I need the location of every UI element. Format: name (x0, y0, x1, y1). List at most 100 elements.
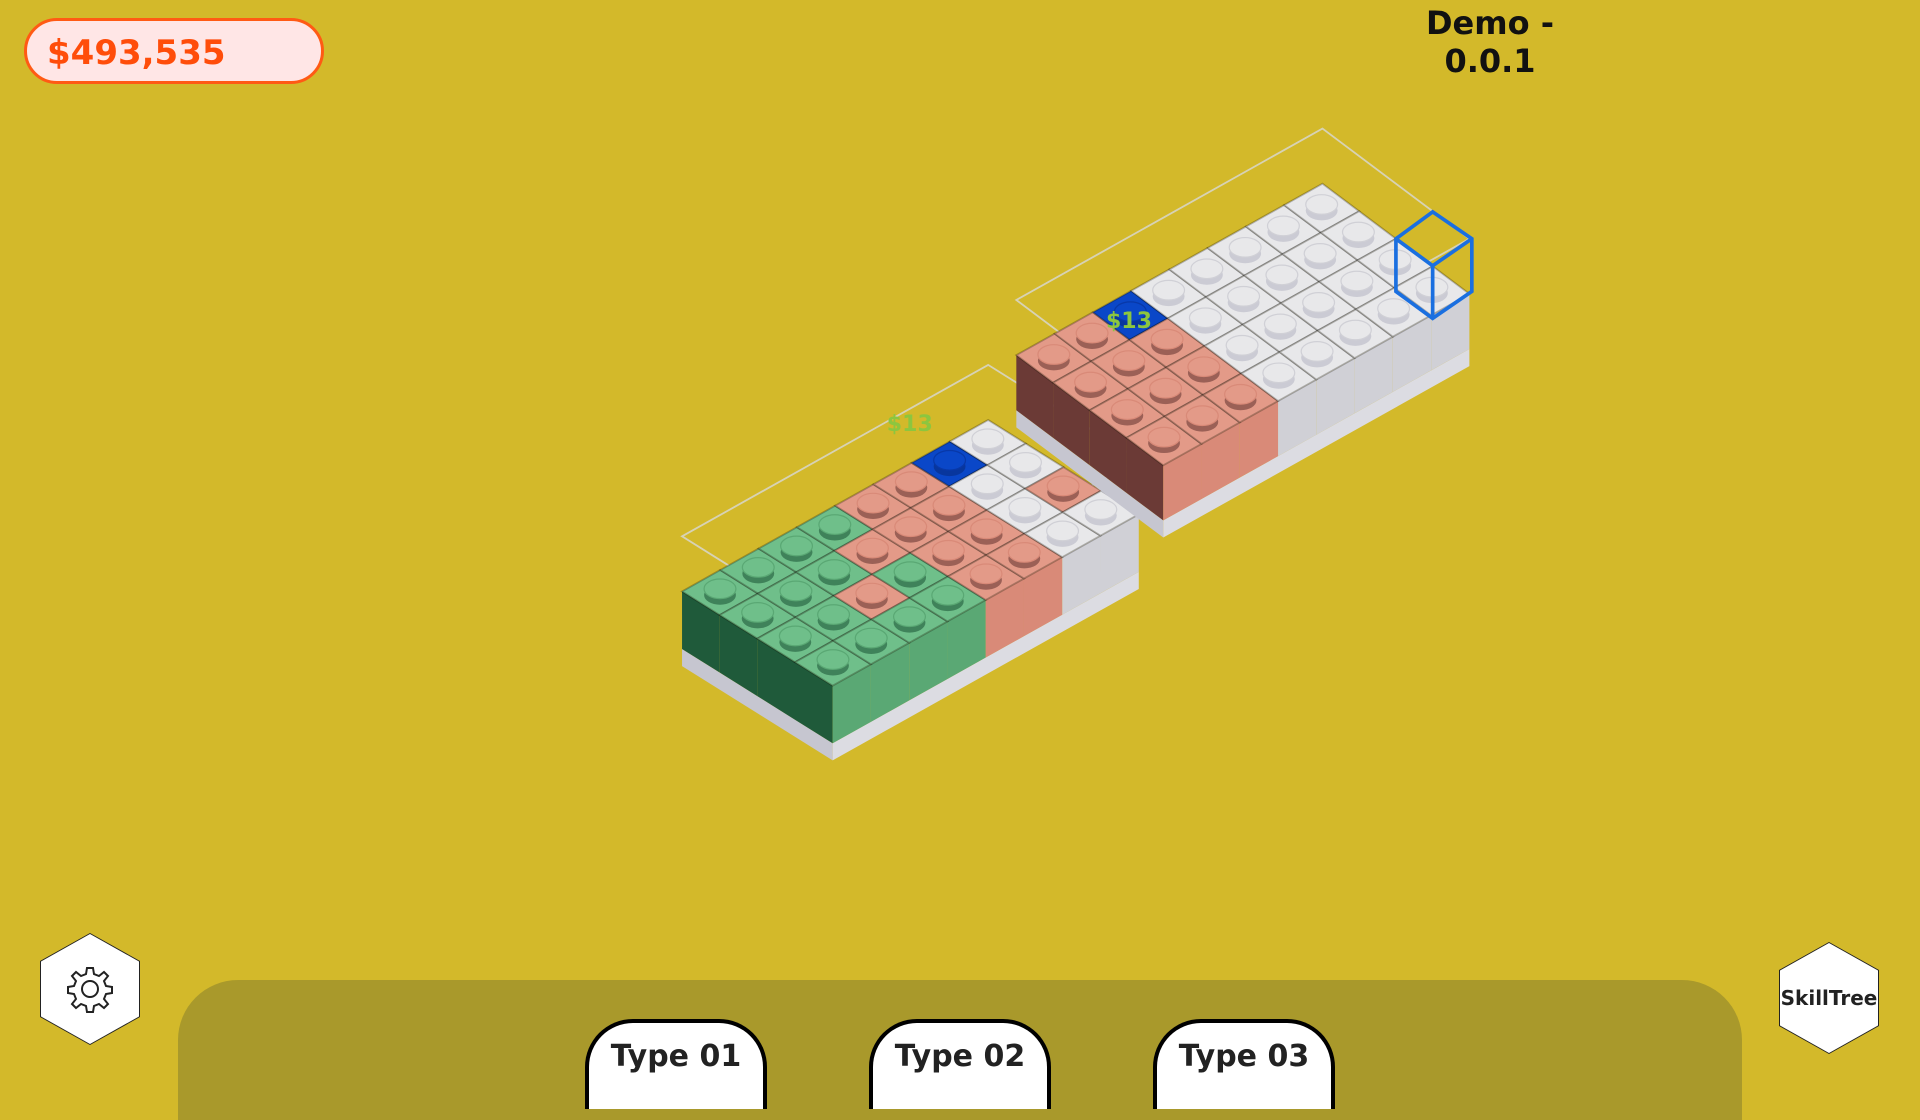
lego-stud (932, 494, 966, 516)
lego-stud (779, 580, 813, 602)
lego-stud (1187, 356, 1221, 378)
lego-stud (931, 539, 965, 561)
price-label: $13 (887, 412, 933, 437)
lego-stud (1188, 307, 1222, 329)
block-side (909, 621, 948, 701)
lego-stud (855, 582, 889, 604)
lego-stud (1046, 520, 1080, 542)
block-side (1354, 336, 1393, 414)
block-side (1278, 379, 1317, 457)
lego-stud (1190, 258, 1224, 280)
lego-stud (817, 604, 851, 625)
block-side (1239, 401, 1279, 478)
lego-stud (1112, 350, 1146, 372)
lego-stud (933, 449, 967, 471)
lego-stud (1150, 328, 1184, 350)
board-base-right (832, 571, 1139, 761)
lego-stud (856, 492, 890, 514)
lego-stud (1228, 236, 1262, 258)
lego-stud (703, 578, 737, 600)
lego-stud (1300, 341, 1334, 362)
lego-stud (1225, 334, 1259, 356)
lego-stud (1262, 362, 1296, 384)
lego-stud (894, 471, 928, 493)
lego-stud (855, 537, 889, 559)
block-side (832, 664, 871, 744)
block-side (1201, 422, 1240, 499)
lego-stud (1110, 399, 1144, 421)
lego-stud (780, 535, 814, 557)
lego-stud (970, 518, 1004, 540)
lego-stud (1075, 322, 1109, 344)
block-side (719, 615, 758, 697)
lego-stud (892, 606, 927, 628)
lego-stud (1149, 377, 1183, 399)
lego-stud (1340, 270, 1374, 292)
gear-icon (67, 967, 113, 1013)
block-side (870, 642, 910, 722)
version-title: Demo - 0.0.1 (1425, 4, 1554, 80)
block-side (1023, 557, 1063, 637)
lego-stud (1303, 243, 1337, 264)
lego-stud (1008, 451, 1043, 473)
block-side (1100, 514, 1139, 594)
block-side (1163, 443, 1202, 521)
lego-stud (778, 625, 812, 647)
lego-stud (1046, 475, 1080, 497)
lego-stud (1263, 313, 1297, 335)
block-side (682, 591, 720, 673)
lego-stud (969, 563, 1003, 585)
lego-stud (817, 559, 851, 580)
block-side (1016, 355, 1054, 438)
lego-stud (1341, 221, 1375, 243)
block-side (1062, 535, 1101, 615)
skilltree-label: SkillTree (1780, 986, 1878, 1010)
lego-stud (1338, 319, 1372, 341)
lego-stud (1227, 285, 1261, 307)
block-side (1316, 358, 1355, 435)
type-03-button[interactable]: Type 03 (1153, 1019, 1335, 1109)
lego-stud (854, 627, 888, 649)
lego-stud (818, 514, 852, 535)
lego-stud (1084, 499, 1118, 520)
lego-stud (1302, 292, 1336, 313)
lego-stud (1008, 496, 1042, 518)
block-side (985, 578, 1024, 658)
lego-stud (971, 428, 1005, 450)
lego-stud (1152, 279, 1186, 301)
lego-stud (970, 473, 1004, 495)
lego-stud (894, 516, 928, 538)
type-01-button[interactable]: Type 01 (585, 1019, 767, 1109)
block-side (1392, 315, 1432, 392)
cursor-edge (1431, 237, 1473, 268)
lego-stud (1037, 344, 1071, 365)
lego-stud (1147, 426, 1181, 448)
board-base-left (1016, 410, 1164, 538)
price-label: $13 (1106, 309, 1152, 334)
money-display: $493,535 (24, 18, 324, 84)
game-scene[interactable]: $13 $13 (0, 0, 1920, 1080)
lego-stud (741, 556, 775, 578)
lego-stud (1377, 298, 1411, 319)
money-value: $493,535 (47, 33, 226, 73)
lego-stud (1113, 301, 1147, 323)
lego-stud (1305, 194, 1339, 215)
lego-stud (1074, 371, 1108, 393)
block-side (757, 638, 795, 720)
lego-stud (893, 561, 927, 583)
lego-stud (816, 649, 850, 670)
lego-stud (1185, 405, 1219, 427)
skilltree-button[interactable]: SkillTree (1780, 943, 1878, 1053)
block-side (795, 662, 833, 744)
lego-stud (1224, 383, 1258, 405)
board-base-left (682, 648, 833, 761)
lego-stud (931, 584, 965, 606)
type-02-button[interactable]: Type 02 (869, 1019, 1051, 1109)
lego-stud (1265, 264, 1299, 286)
block-side (947, 600, 986, 679)
lego-stud (1266, 215, 1300, 237)
board-base-right (1163, 348, 1470, 538)
lego-stud (1007, 541, 1041, 563)
cursor-edge (1394, 237, 1434, 268)
placement-cursor-icon (1394, 209, 1474, 321)
